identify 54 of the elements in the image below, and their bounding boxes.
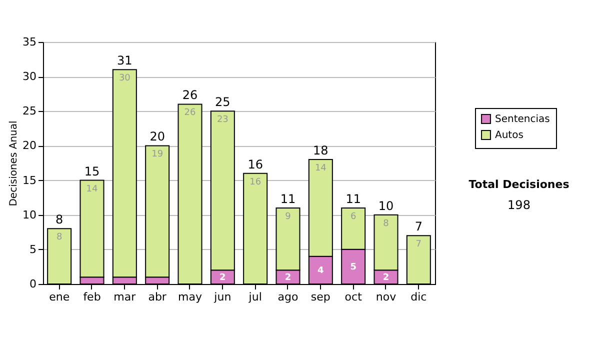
data-label: 4 (318, 266, 324, 276)
x-tick-label: ene (49, 290, 70, 304)
data-label: 9 (285, 212, 292, 222)
data-label: 5 (350, 262, 356, 273)
y-axis-title: Decisiones Anual (8, 120, 20, 206)
y-tick-label: 5 (30, 242, 36, 256)
total-label: 25 (215, 95, 230, 110)
y-tick-label: 10 (22, 208, 36, 222)
total-label: 31 (117, 54, 132, 68)
x-tick-label: jul (248, 290, 262, 304)
total-label: 20 (150, 130, 165, 144)
y-tick-label: 25 (22, 104, 36, 118)
x-tick-label: sep (310, 290, 330, 304)
x-tick-label: abr (148, 290, 167, 304)
total-label: 18 (313, 144, 328, 158)
total-label: 16 (248, 157, 263, 172)
data-label: 8 (383, 218, 390, 229)
data-label: 7 (416, 240, 422, 250)
x-tick-label: feb (83, 290, 101, 304)
data-label: 14 (314, 164, 327, 174)
total-label: 15 (84, 164, 100, 178)
data-label: 30 (118, 74, 131, 84)
legend-label: Sentencias (495, 114, 550, 125)
x-tick-label: ago (278, 290, 298, 304)
total-label: 7 (414, 220, 422, 234)
data-label: 16 (250, 177, 262, 188)
x-tick-label: oct (344, 290, 363, 304)
x-tick-label: jun (213, 290, 232, 304)
text: 198 (508, 198, 530, 212)
x-tick-label: nov (376, 290, 397, 304)
text: Total Decisiones (468, 178, 570, 191)
total-label: 10 (378, 198, 394, 213)
y-tick-label: 15 (22, 174, 36, 187)
data-label: 2 (382, 273, 390, 284)
data-label: 2 (220, 273, 226, 284)
y-tick-label: 0 (30, 278, 36, 290)
x-tick-label: mar (114, 290, 136, 304)
legend-label: Autos (495, 130, 524, 141)
total-label: 11 (280, 192, 296, 206)
x-tick-label: dic (410, 290, 427, 304)
data-label: 2 (284, 273, 292, 284)
data-label: 14 (86, 184, 98, 194)
y-tick-label: 20 (22, 139, 36, 152)
total-label: 26 (182, 88, 198, 102)
data-label: 6 (350, 212, 356, 222)
data-label: 26 (184, 108, 196, 118)
y-tick-label: 35 (22, 36, 36, 48)
y-tick-label: 30 (22, 70, 36, 84)
data-label: 23 (216, 115, 228, 126)
x-tick-label: may (178, 290, 202, 304)
data-label: 19 (152, 150, 164, 160)
data-label: 8 (56, 232, 62, 243)
total-label: 11 (346, 192, 361, 206)
total-label: 8 (56, 212, 64, 227)
